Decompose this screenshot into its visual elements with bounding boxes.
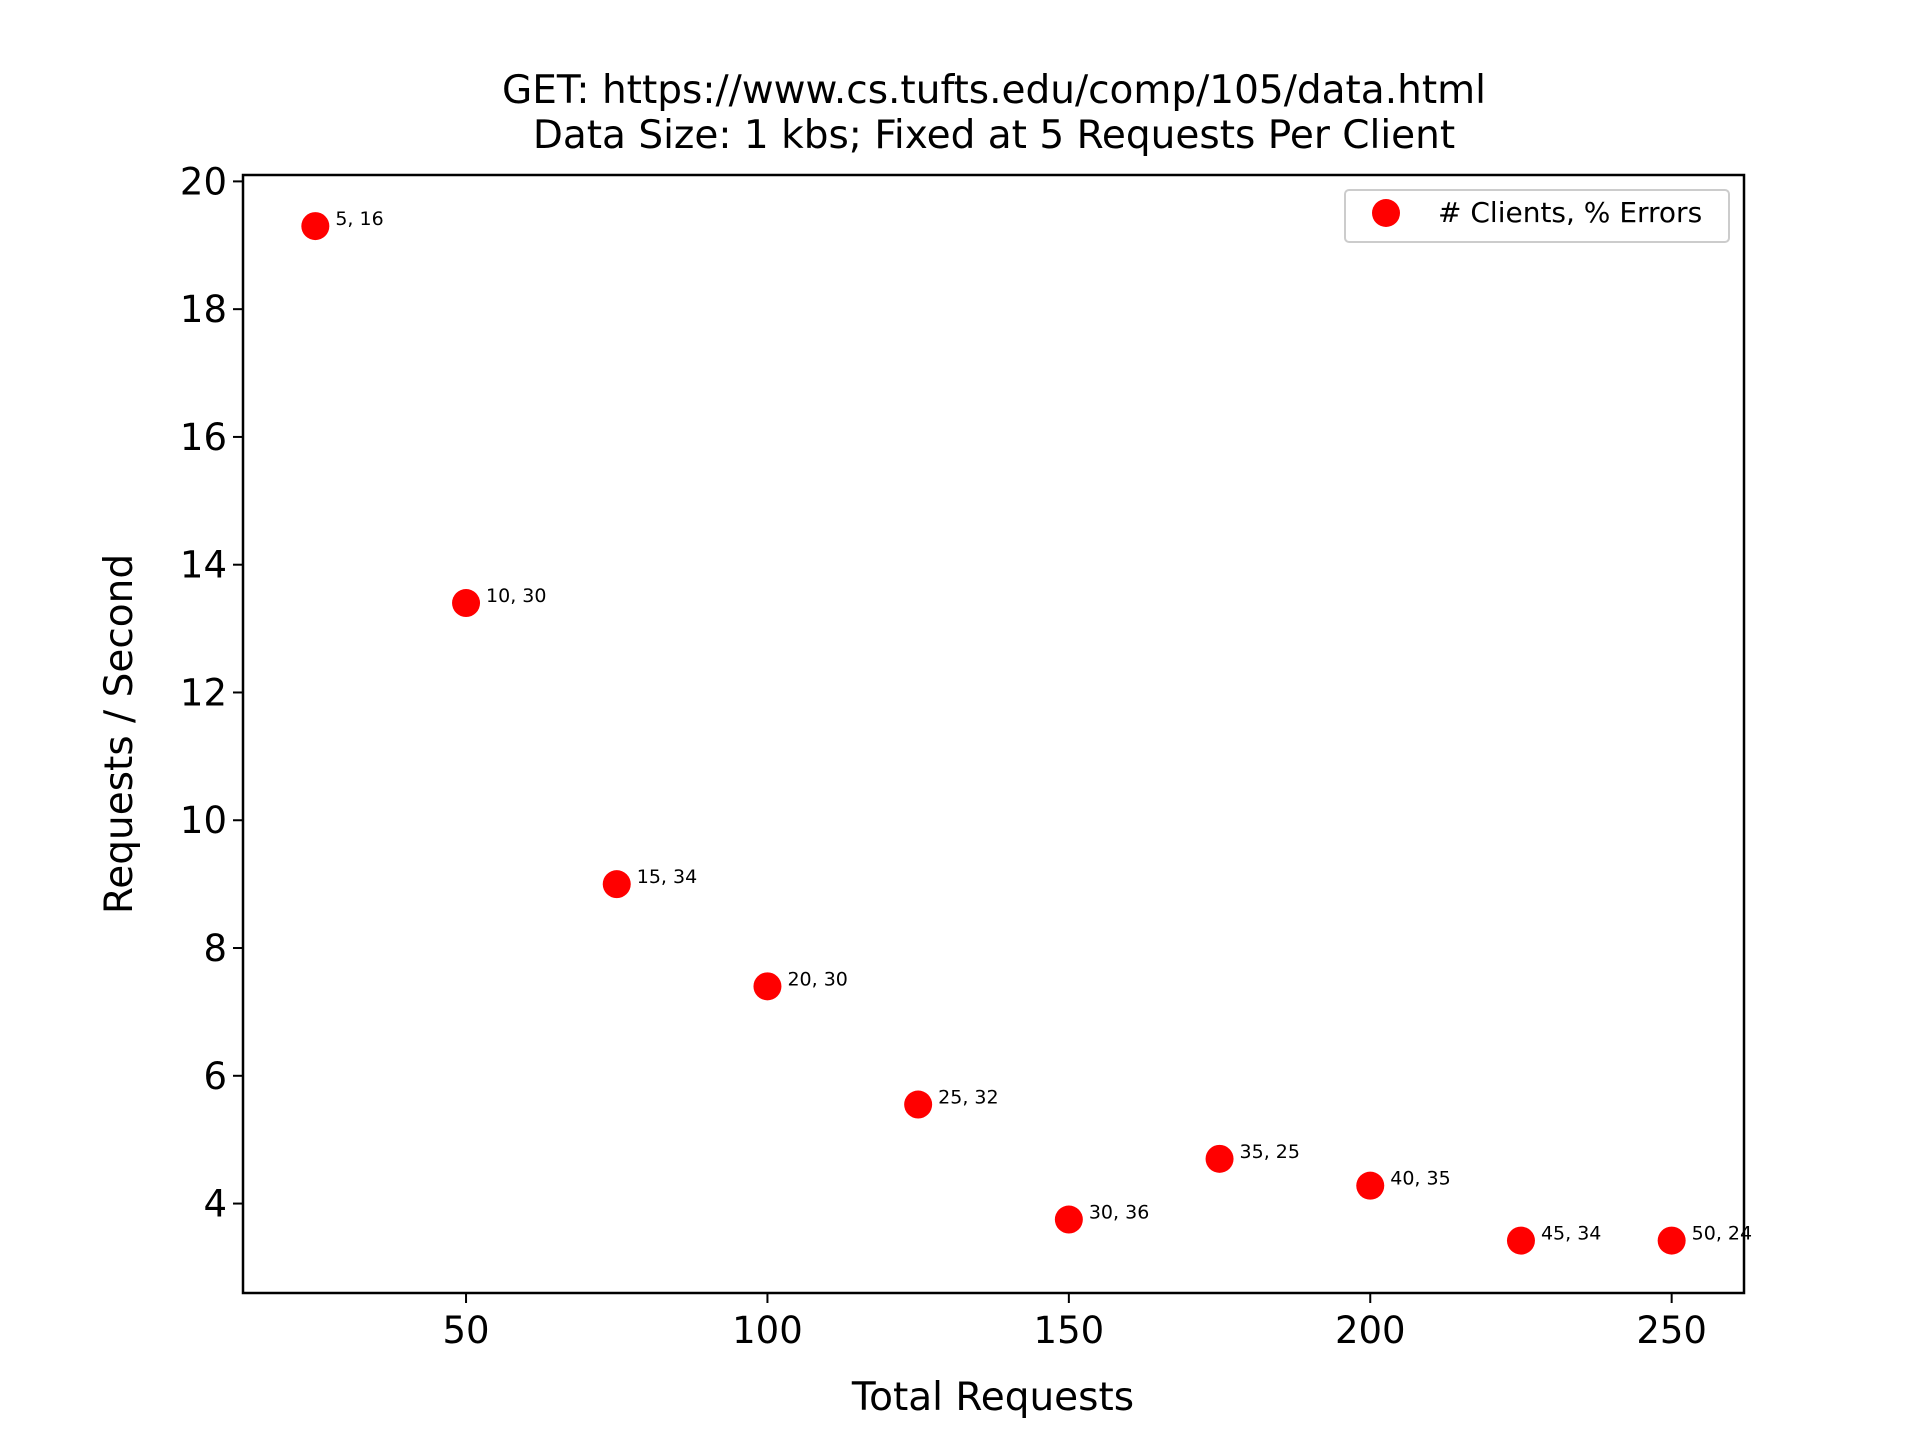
y-tick-label: 10: [180, 799, 227, 842]
data-point: [1506, 1226, 1535, 1255]
data-point: [452, 589, 481, 618]
data-point: [1356, 1171, 1385, 1200]
y-tick-label: 14: [180, 544, 227, 587]
y-axis-label: Requests / Second: [97, 554, 142, 914]
x-tick-label: 100: [732, 1309, 803, 1352]
data-point: [1205, 1144, 1234, 1173]
x-axis-label: Total Requests: [851, 1375, 1134, 1420]
legend-box: [1344, 189, 1730, 243]
data-point: [1657, 1226, 1686, 1255]
data-point-label: 10, 30: [486, 585, 546, 607]
data-point-label: 40, 35: [1390, 1168, 1450, 1190]
data-point: [904, 1090, 933, 1119]
x-tick-label: 200: [1335, 1309, 1406, 1352]
data-point: [301, 212, 330, 241]
data-point: [602, 870, 631, 899]
data-point-label: 30, 36: [1089, 1202, 1149, 1224]
data-point: [1054, 1205, 1083, 1234]
y-tick-label: 18: [180, 288, 227, 331]
data-point-label: 45, 34: [1541, 1223, 1601, 1245]
data-point-label: 50, 24: [1692, 1223, 1752, 1245]
y-tick-label: 4: [203, 1183, 227, 1226]
x-tick-label: 50: [442, 1309, 489, 1352]
legend-marker-icon: [1372, 199, 1400, 227]
data-point-label: 35, 25: [1240, 1141, 1300, 1163]
data-point-label: 5, 16: [335, 208, 383, 230]
y-tick-label: 16: [180, 416, 227, 459]
y-tick-label: 6: [203, 1055, 227, 1098]
y-tick-label: 12: [180, 671, 227, 714]
chart-title: GET: https://www.cs.tufts.edu/comp/105/d…: [502, 68, 1486, 113]
y-tick-label: 20: [180, 160, 227, 203]
y-tick-label: 8: [203, 927, 227, 970]
axis-ticks: 50 100 150 200 250 4 6 8 10 12 14 16 18 20: [180, 160, 1707, 1352]
legend-entry-label: # Clients, % Errors: [1438, 196, 1702, 229]
x-tick-label: 150: [1034, 1309, 1105, 1352]
data-point-label: 15, 34: [637, 866, 697, 888]
chart-subtitle: Data Size: 1 kbs; Fixed at 5 Requests Pe…: [533, 113, 1455, 158]
legend: # Clients, % Errors: [1344, 189, 1730, 243]
x-tick-label: 250: [1636, 1309, 1707, 1352]
data-point-label: 25, 32: [938, 1087, 998, 1109]
data-points: 5, 16 10, 30 15, 34 20, 30 25, 32 30, 36 35, 2…: [301, 208, 1752, 1255]
plot-frame: [241, 173, 1746, 1295]
data-point-label: 20, 30: [787, 968, 847, 990]
data-point: [753, 972, 782, 1001]
